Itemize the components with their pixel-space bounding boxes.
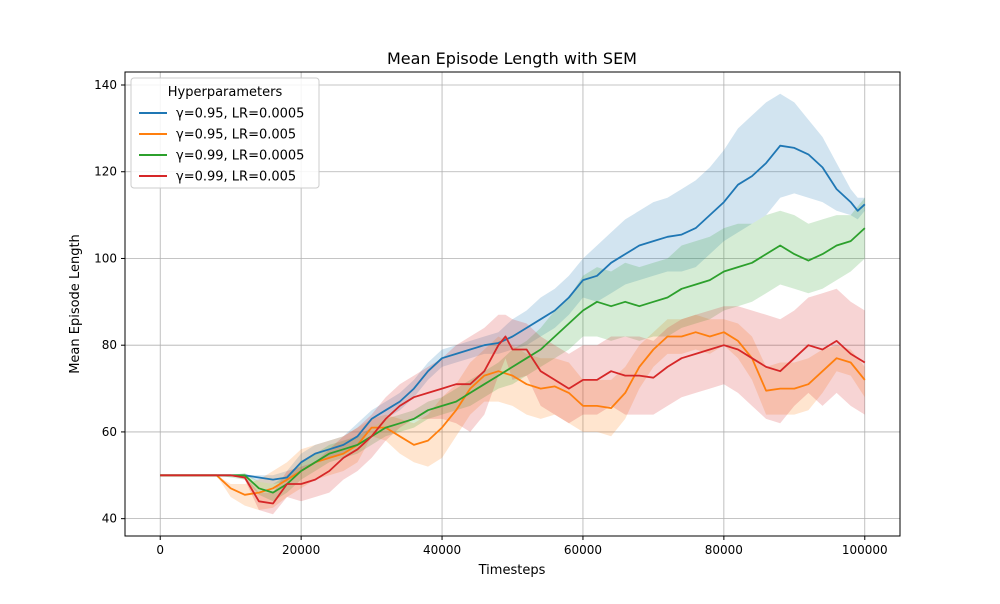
legend: Hyperparameters γ=0.95, LR=0.0005γ=0.95,… bbox=[130, 77, 320, 189]
sem-band-series-2 bbox=[160, 314, 865, 510]
chart-title: Mean Episode Length with SEM bbox=[387, 49, 637, 68]
y-axis-label: Mean Episode Length bbox=[68, 234, 83, 374]
x-tick-label: 100000 bbox=[842, 543, 888, 557]
y-tick-label: 80 bbox=[102, 338, 117, 352]
y-tick-label: 140 bbox=[94, 78, 117, 92]
legend-entries: γ=0.95, LR=0.0005 γ=0.95, LR=0.005 γ=0.99,… bbox=[139, 107, 304, 185]
x-tick-label: 60000 bbox=[564, 543, 602, 557]
x-axis-label: Timesteps bbox=[478, 563, 546, 578]
axis-ticks: 0 20000 40000 60000 80000 100000 40 60 80 100 120 1… bbox=[94, 78, 888, 557]
x-tick-label: 80000 bbox=[705, 543, 743, 557]
legend-label-4: γ=0.99, LR=0.005 bbox=[176, 170, 296, 185]
legend-box bbox=[130, 77, 320, 189]
sem-band-series-1 bbox=[160, 93, 865, 484]
y-tick-label: 60 bbox=[102, 425, 117, 439]
x-tick-label: 0 bbox=[156, 543, 164, 557]
series-lines bbox=[160, 144, 866, 505]
legend-label-3: γ=0.99, LR=0.0005 bbox=[176, 149, 304, 164]
legend-title: Hyperparameters bbox=[168, 85, 283, 100]
sem-band-series-4 bbox=[160, 288, 865, 515]
grid-lines bbox=[125, 72, 900, 536]
y-tick-label: 100 bbox=[94, 251, 117, 265]
legend-label-2: γ=0.95, LR=0.005 bbox=[176, 128, 296, 143]
series-line-4 bbox=[160, 335, 866, 505]
y-tick-label: 120 bbox=[94, 165, 117, 179]
plot-frame bbox=[124, 71, 901, 537]
x-tick-label: 40000 bbox=[423, 543, 461, 557]
series-line-3 bbox=[160, 227, 866, 494]
series-line-1 bbox=[160, 144, 866, 481]
legend-label-1: γ=0.95, LR=0.0005 bbox=[176, 107, 304, 122]
y-tick-label: 40 bbox=[102, 512, 117, 526]
x-tick-label: 20000 bbox=[282, 543, 320, 557]
